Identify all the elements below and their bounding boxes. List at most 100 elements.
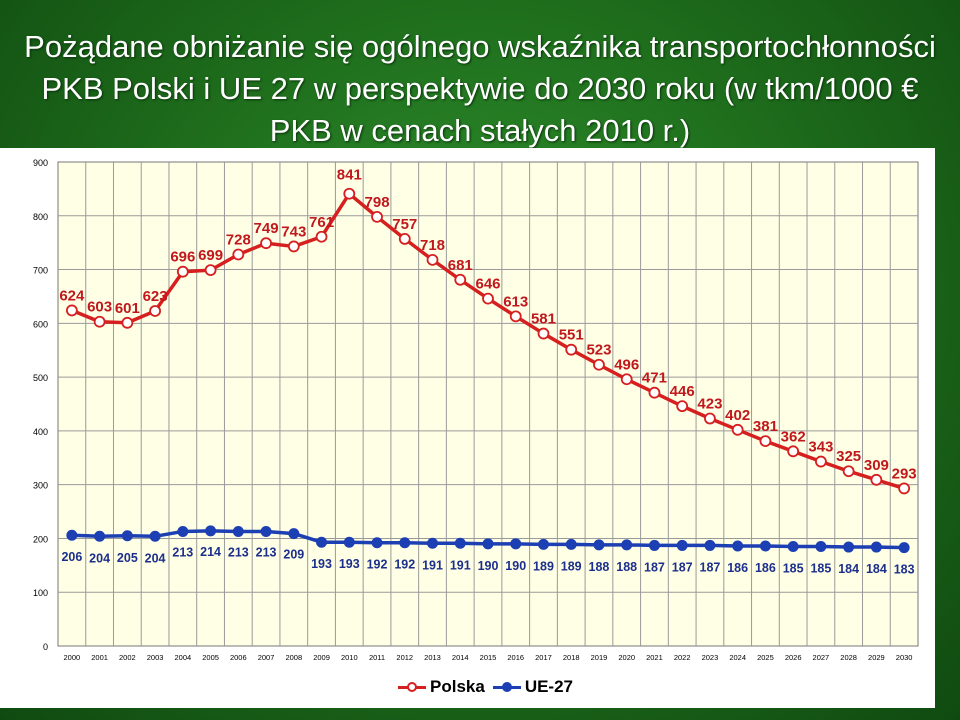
data-label-polska: 841 [337, 167, 362, 184]
data-label-ue27: 193 [339, 557, 360, 571]
data-label-ue27: 186 [727, 561, 748, 575]
data-point-ue27 [732, 540, 744, 552]
data-point-polska [704, 412, 716, 425]
data-point-polska [482, 292, 494, 305]
data-label-ue27: 204 [89, 551, 110, 565]
data-label-ue27: 206 [61, 550, 82, 564]
data-point-polska [426, 253, 439, 266]
data-point-ue27 [177, 525, 189, 537]
data-point-polska [398, 233, 411, 245]
x-tick-label: 2001 [91, 653, 108, 662]
data-point-polska [787, 445, 800, 458]
x-tick-label: 2022 [674, 653, 691, 662]
y-tick-label: 100 [33, 588, 48, 598]
data-point-ue27 [704, 539, 716, 551]
data-label-polska: 471 [642, 370, 667, 387]
data-label-ue27: 190 [505, 559, 526, 573]
data-point-polska [315, 230, 328, 243]
x-tick-label: 2011 [369, 653, 385, 662]
x-tick-label: 2019 [591, 653, 608, 662]
data-label-ue27: 188 [589, 560, 610, 574]
y-tick-label: 700 [33, 266, 48, 276]
data-label-ue27: 214 [200, 545, 221, 559]
x-tick-label: 2028 [840, 653, 857, 662]
data-point-ue27 [898, 542, 910, 554]
data-label-polska: 423 [697, 396, 722, 413]
data-label-ue27: 185 [810, 562, 831, 576]
data-point-ue27 [454, 537, 466, 549]
data-label-polska: 362 [781, 428, 806, 445]
data-label-ue27: 192 [367, 558, 388, 572]
data-label-polska: 325 [836, 448, 861, 465]
x-tick-label: 2007 [258, 653, 275, 662]
data-point-ue27 [648, 539, 660, 551]
x-tick-label: 2010 [341, 653, 358, 662]
data-point-polska [454, 273, 467, 286]
data-point-ue27 [870, 541, 882, 553]
data-label-polska: 757 [392, 216, 417, 233]
x-tick-label: 2006 [230, 653, 247, 662]
legend-label-ue27: UE-27 [524, 677, 573, 696]
data-label-polska: 798 [365, 194, 390, 211]
data-point-ue27 [482, 538, 494, 550]
data-label-polska: 699 [198, 247, 223, 264]
data-label-ue27: 213 [172, 545, 193, 559]
data-point-polska [815, 455, 827, 468]
data-label-ue27: 189 [533, 559, 554, 573]
data-label-polska: 496 [614, 356, 639, 373]
data-label-ue27: 186 [755, 561, 776, 575]
data-point-polska [731, 423, 744, 436]
data-label-polska: 624 [59, 287, 85, 304]
data-point-ue27 [121, 530, 133, 542]
data-point-ue27 [343, 536, 355, 548]
y-tick-label: 500 [33, 373, 48, 383]
data-label-polska: 681 [448, 257, 473, 274]
data-label-ue27: 188 [616, 560, 637, 574]
data-label-polska: 613 [503, 293, 528, 310]
legend-label-polska: Polska [430, 677, 485, 696]
data-point-polska [593, 358, 605, 371]
data-point-polska [842, 465, 855, 478]
data-point-polska [204, 264, 217, 276]
x-tick-label: 2016 [507, 653, 524, 662]
y-tick-label: 900 [33, 158, 48, 168]
x-tick-label: 2025 [757, 653, 774, 662]
data-point-ue27 [537, 538, 549, 550]
data-point-polska [121, 316, 134, 329]
x-tick-label: 2027 [813, 653, 830, 662]
data-label-ue27: 187 [672, 560, 693, 574]
y-tick-label: 600 [33, 319, 48, 329]
data-point-polska [149, 305, 161, 317]
data-label-polska: 743 [281, 223, 306, 240]
x-tick-label: 2020 [618, 653, 635, 662]
y-tick-label: 200 [33, 534, 48, 544]
x-tick-label: 2023 [702, 653, 719, 662]
data-label-ue27: 185 [783, 562, 804, 576]
data-point-polska [676, 400, 689, 413]
data-label-ue27: 191 [422, 558, 443, 572]
plot-area [57, 161, 919, 647]
x-tick-label: 2014 [452, 653, 469, 662]
chart-title: Pożądane obniżanie się ogólnego wskaźnik… [24, 29, 936, 148]
data-point-polska [870, 473, 883, 486]
data-point-ue27 [427, 537, 439, 549]
x-tick-label: 2002 [119, 653, 136, 662]
data-label-polska: 581 [531, 311, 556, 328]
data-point-polska [537, 327, 550, 340]
legend: Polska UE-27 [398, 676, 573, 698]
x-tick-label: 2004 [174, 653, 191, 662]
data-label-polska: 646 [475, 276, 500, 293]
data-label-polska: 601 [115, 300, 140, 317]
x-tick-label: 2030 [896, 653, 913, 662]
x-tick-label: 2005 [202, 653, 219, 662]
x-tick-label: 2000 [64, 653, 81, 662]
x-tick-label: 2013 [424, 653, 441, 662]
data-point-polska [759, 435, 772, 448]
data-point-polska [648, 386, 661, 399]
data-point-ue27 [510, 538, 522, 550]
x-tick-label: 2008 [285, 653, 302, 662]
data-label-polska: 343 [808, 439, 833, 456]
data-label-polska: 728 [226, 231, 251, 248]
data-point-polska [565, 343, 578, 356]
legend-symbol-ue27 [492, 680, 521, 694]
